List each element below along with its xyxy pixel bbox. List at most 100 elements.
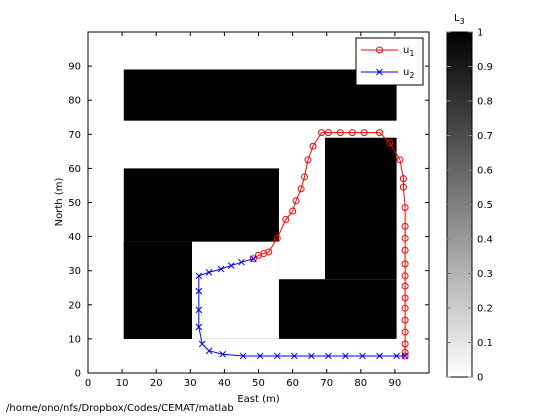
colorbar-tick-label-0.5: 0.5 [477, 200, 493, 211]
legend-label-u1: u1 [403, 45, 414, 58]
series-layer [195, 129, 409, 360]
point-u2-8 [195, 323, 203, 331]
y-tick-label-80: 80 [68, 96, 81, 107]
point-u2-18 [342, 352, 349, 360]
point-u2-14 [273, 352, 281, 360]
point-u2-17 [325, 352, 332, 360]
colorbar: L3 0 0.1 0.2 0.3 0.4 0.5 0.6 0.7 0.8 0.9 1 [446, 13, 493, 384]
point-u1-9 [301, 173, 309, 181]
point-u1-28 [401, 282, 409, 290]
y-tick-label-40: 40 [68, 232, 81, 243]
point-u1-14 [336, 129, 344, 137]
legend-marker-u1 [376, 46, 383, 54]
point-u2-4 [205, 269, 213, 276]
legend-label-u2: u2 [403, 67, 414, 80]
x-tick-label-80: 80 [354, 378, 367, 389]
point-u1-22 [401, 204, 409, 212]
point-u2-0 [250, 255, 257, 263]
colorbar-tick-label-0.6: 0.6 [477, 166, 493, 177]
colorbar-tick-label-0.4: 0.4 [477, 235, 493, 246]
point-u2-6 [195, 287, 203, 295]
point-u1-33 [401, 340, 409, 348]
y-tick-label-60: 60 [68, 164, 81, 175]
x-tick-label-30: 30 [184, 378, 197, 389]
point-u2-10 [205, 347, 213, 355]
obstacle-right-upper [324, 137, 397, 280]
point-u1-29 [401, 294, 409, 302]
point-u1-13 [324, 129, 332, 137]
point-u2-3 [217, 265, 225, 273]
point-u1-10 [304, 156, 312, 164]
point-u2-20 [376, 352, 383, 360]
point-u2-15 [290, 352, 298, 360]
main-axes: 0 10 20 30 40 50 60 70 80 90 0102030405060708090 … [54, 31, 430, 405]
x-tick-label-40: 40 [218, 378, 231, 389]
point-u1-7 [292, 197, 300, 205]
point-u2-1 [238, 258, 245, 266]
y-tick-label-10: 10 [68, 334, 81, 345]
colorbar-gradient [446, 31, 473, 378]
point-u1-27 [401, 272, 409, 280]
point-u1-0 [249, 255, 257, 263]
x-tick-label-50: 50 [252, 378, 265, 389]
point-u2-12 [239, 352, 247, 360]
x-tick-label-60: 60 [286, 378, 299, 389]
point-u1-20 [399, 175, 407, 183]
obstacle-left-column [123, 241, 193, 339]
colorbar-tick-label-0.1: 0.1 [477, 338, 493, 349]
colorbar-tick-label-0: 0 [477, 373, 483, 384]
point-u2-21 [393, 352, 400, 360]
y-tick-label-50: 50 [68, 198, 81, 209]
point-u1-25 [401, 246, 409, 254]
obstacle-notch [192, 241, 279, 339]
obstacle-left-block-top [123, 168, 279, 242]
point-u1-17 [376, 129, 384, 137]
point-u1-30 [401, 304, 409, 312]
point-u2-5 [195, 272, 203, 280]
point-u2-13 [256, 352, 264, 360]
y-tick-label-90: 90 [68, 62, 81, 73]
point-u1-32 [401, 328, 409, 336]
footer-path: /home/ono/nfs/Dropbox/Codes/CEMAT/matlab [6, 403, 234, 414]
point-u1-19 [396, 156, 404, 164]
colorbar-tick-label-0.9: 0.9 [477, 62, 493, 73]
y-ticks: 0 10 20 30 40 50 60 70 80 90 [68, 62, 429, 380]
x-ticks: 0 10 20 30 40 50 60 70 80 90 [85, 32, 401, 389]
legend-marker-u2 [376, 68, 383, 76]
point-u1-24 [401, 234, 409, 242]
point-u2-2 [227, 262, 235, 269]
x-axis-label: East (m) [237, 394, 279, 405]
point-u1-16 [360, 129, 368, 137]
point-u1-8 [297, 185, 305, 193]
point-u2-11 [219, 350, 227, 358]
colorbar-tick-label-0.2: 0.2 [477, 304, 493, 315]
colorbar-ticks: 0 0.1 0.2 0.3 0.4 0.5 0.6 0.7 0.8 0.9 1 [447, 28, 493, 384]
y-tick-label-70: 70 [68, 130, 81, 141]
point-u1-15 [348, 129, 356, 137]
point-u2-16 [308, 352, 315, 360]
point-u1-5 [282, 216, 290, 224]
x-tick-label-70: 70 [320, 378, 333, 389]
colorbar-tick-label-1: 1 [477, 28, 483, 39]
point-u1-3 [265, 248, 273, 256]
colorbar-title: L3 [454, 13, 465, 26]
colorbar-tick-label-0.3: 0.3 [477, 269, 493, 280]
colorbar-tick-label-0.7: 0.7 [477, 131, 493, 142]
point-u1-21 [399, 183, 407, 191]
point-u1-12 [318, 129, 326, 137]
legend-box [355, 37, 424, 86]
point-u1-23 [401, 222, 409, 230]
point-u2-22 [401, 352, 409, 360]
point-u2-7 [195, 306, 203, 314]
x-tick-label-90: 90 [389, 378, 402, 389]
obstacle-layer [123, 69, 397, 339]
y-tick-label-20: 20 [68, 300, 81, 311]
y-axis-label: North (m) [54, 178, 65, 227]
point-u2-9 [198, 340, 206, 348]
legend: u1 u2 [355, 37, 424, 86]
y-tick-label-30: 30 [68, 266, 81, 277]
x-tick-label-20: 20 [150, 378, 163, 389]
series-line-u1 [253, 132, 406, 356]
point-u2-19 [359, 352, 366, 360]
